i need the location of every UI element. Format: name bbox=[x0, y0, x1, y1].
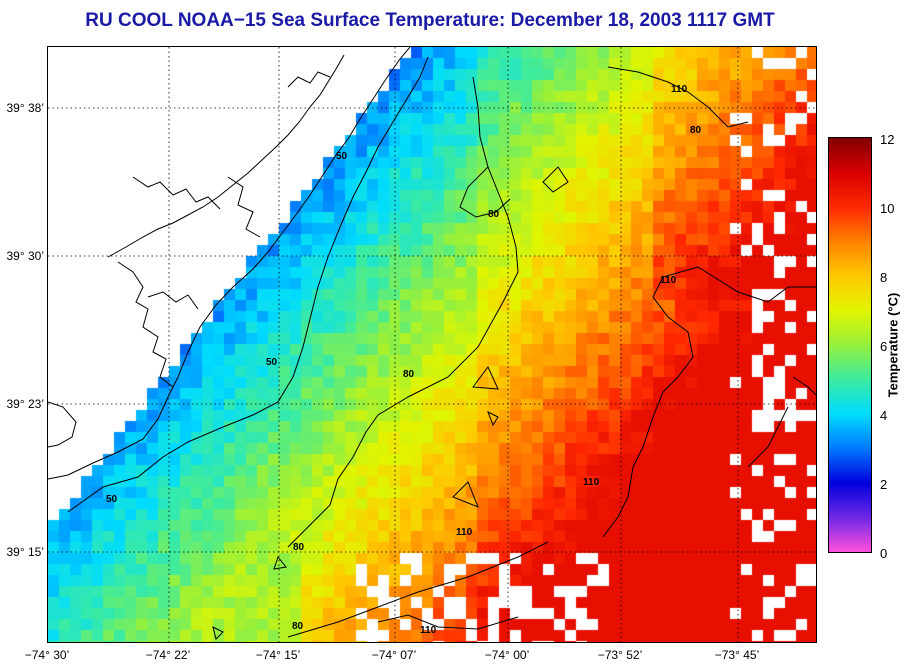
lon-label-74-15: −74° 15’ bbox=[255, 648, 301, 662]
contour-label: 110 bbox=[420, 625, 437, 636]
lon-label-74-07: −74° 07’ bbox=[371, 648, 417, 662]
contour-label: 50 bbox=[266, 357, 278, 368]
lon-label-73-45: −73° 45’ bbox=[714, 648, 760, 662]
colorbar-tick: 6 bbox=[880, 339, 888, 354]
contour-label: 50 bbox=[106, 494, 118, 505]
graticule bbox=[48, 47, 816, 642]
lon-label-74-00: −74° 00’ bbox=[484, 648, 530, 662]
contour-label: 110 bbox=[671, 84, 688, 95]
contour-label: 80 bbox=[690, 125, 702, 136]
contour-label: 110 bbox=[456, 527, 473, 538]
contour-labels: 50 50 50 80 80 80 80 80 110 110 110 110 … bbox=[106, 84, 702, 636]
contour-label: 80 bbox=[292, 621, 304, 632]
coastline bbox=[48, 47, 411, 480]
contour-label: 110 bbox=[583, 477, 600, 488]
colorbar-tick: 0 bbox=[880, 546, 888, 561]
colorbar-tick: 2 bbox=[880, 477, 888, 492]
lat-label-39-15: 39° 15’ bbox=[6, 545, 45, 559]
temperature-colorbar bbox=[828, 137, 872, 553]
colorbar-tick: 12 bbox=[880, 132, 895, 147]
map-overlay: 50 50 50 80 80 80 80 80 110 110 110 110 … bbox=[48, 47, 816, 642]
colorbar-tick: 8 bbox=[880, 270, 888, 285]
colorbar-label: Temperature (°C) bbox=[885, 292, 901, 398]
lat-label-39-23: 39° 23’ bbox=[6, 397, 45, 411]
contour-label: 110 bbox=[660, 275, 677, 286]
lon-label-74-30: −74° 30’ bbox=[24, 648, 70, 662]
colorbar-tick: 4 bbox=[880, 408, 888, 423]
sst-map[interactable]: 50 50 50 80 80 80 80 80 110 110 110 110 … bbox=[47, 46, 817, 643]
contour-label: 80 bbox=[293, 542, 305, 553]
colorbar-tick: 10 bbox=[880, 201, 895, 216]
lon-label-74-22: −74° 22’ bbox=[145, 648, 191, 662]
contour-label: 50 bbox=[336, 151, 348, 162]
lat-label-39-30: 39° 30’ bbox=[6, 249, 45, 263]
contour-label: 80 bbox=[403, 369, 415, 380]
contours bbox=[67, 56, 816, 640]
contour-label: 80 bbox=[488, 209, 500, 220]
lat-label-39-38: 39° 38’ bbox=[6, 101, 45, 115]
lon-label-73-52: −73° 52’ bbox=[597, 648, 643, 662]
map-title: RU COOL NOAA−15 Sea Surface Temperature:… bbox=[85, 10, 775, 31]
sst-raster bbox=[48, 47, 816, 642]
